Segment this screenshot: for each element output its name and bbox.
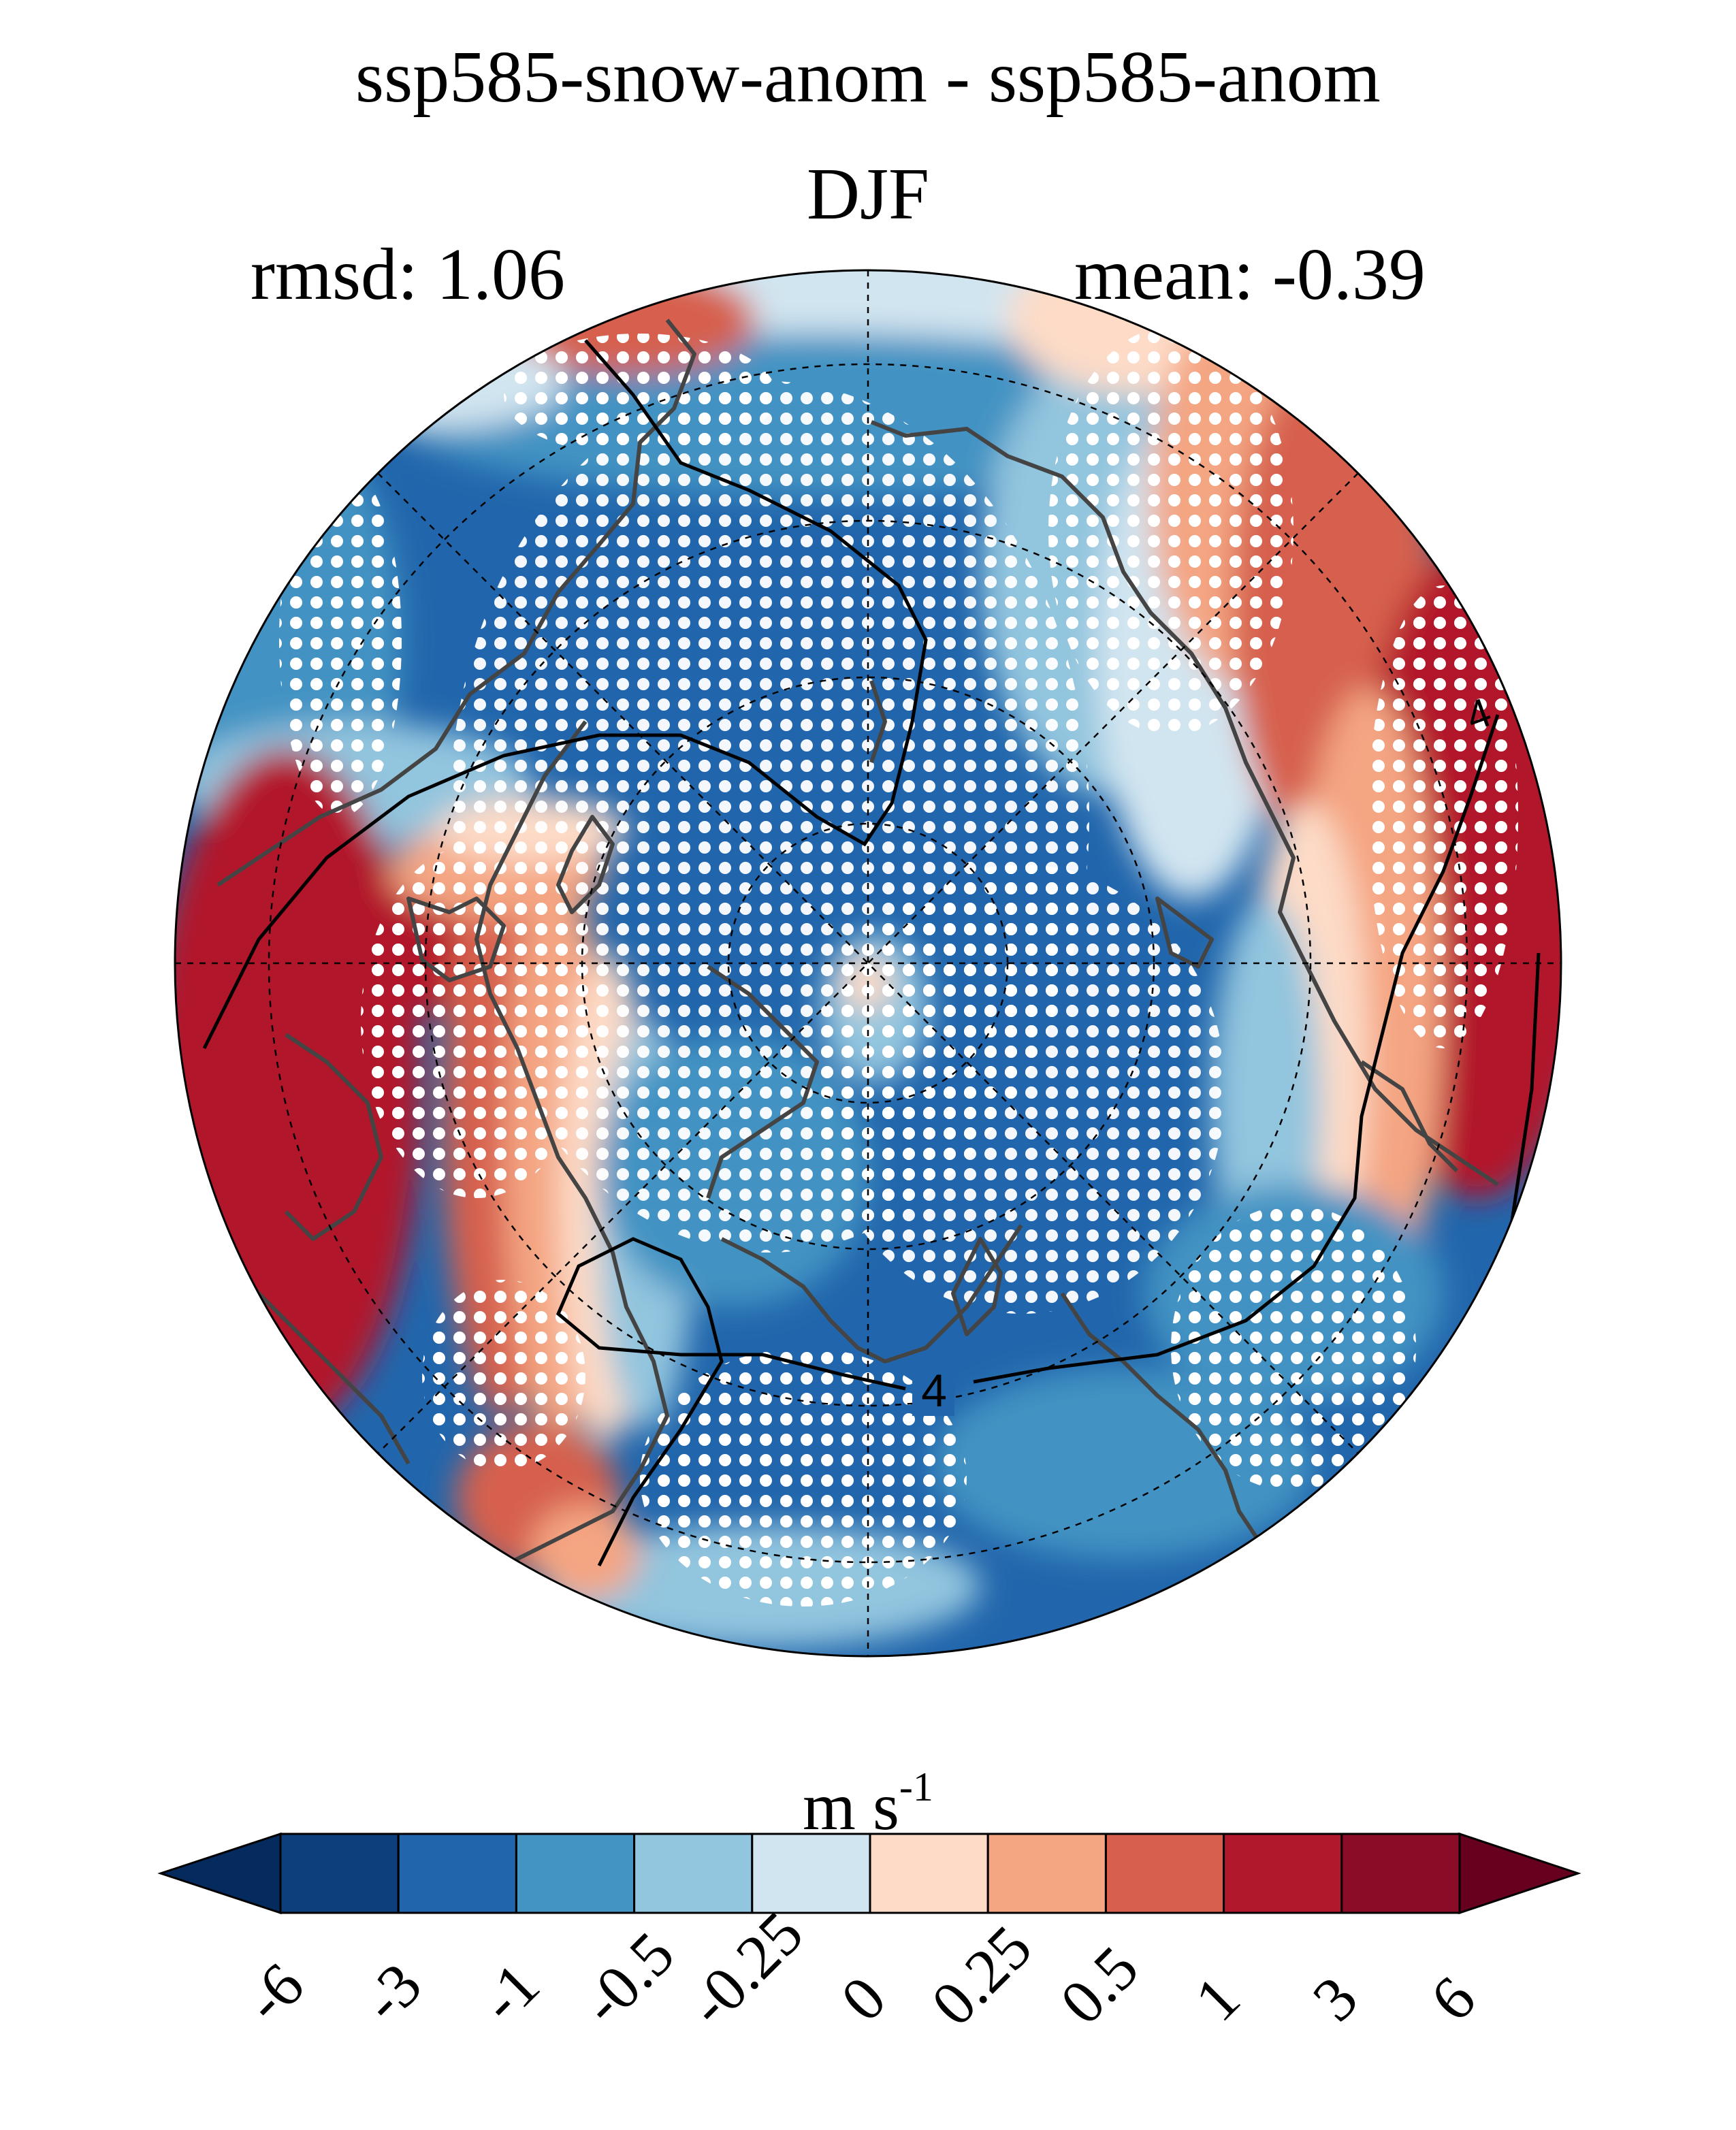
colorbar-box (1104, 1833, 1225, 1914)
colorbar-box (279, 1833, 400, 1914)
colorbar-units: m s-1 (0, 1766, 1736, 1841)
mean-label: mean: -0.39 (1074, 234, 1426, 315)
units-exponent: -1 (899, 1764, 933, 1809)
colorbar-box (397, 1833, 517, 1914)
contour-label-bg (912, 1361, 954, 1416)
significance-stippling (279, 327, 1518, 1607)
colorbar-box (869, 1833, 989, 1914)
colorbar-box (515, 1833, 636, 1914)
lat-lon-grid (175, 270, 1561, 1656)
contour-label-bottom: 4 (921, 1365, 947, 1417)
colorbar-box (1340, 1833, 1461, 1914)
colorbar-extend-high (1458, 1832, 1581, 1915)
colorbar-box (986, 1833, 1107, 1914)
colorbar (157, 1832, 1581, 1915)
polar-map (175, 270, 1561, 1656)
rmsd-label: rmsd: 1.06 (251, 234, 566, 315)
colorbar-extend-low (157, 1832, 282, 1915)
season-label: DJF (806, 154, 930, 235)
units-text: m s (803, 1769, 899, 1844)
map-title: ssp585-snow-anom - ssp585-anom (355, 37, 1381, 118)
colorbar-box (633, 1833, 754, 1914)
map-boundary (174, 269, 1562, 1658)
colorbar-box (1223, 1833, 1343, 1914)
